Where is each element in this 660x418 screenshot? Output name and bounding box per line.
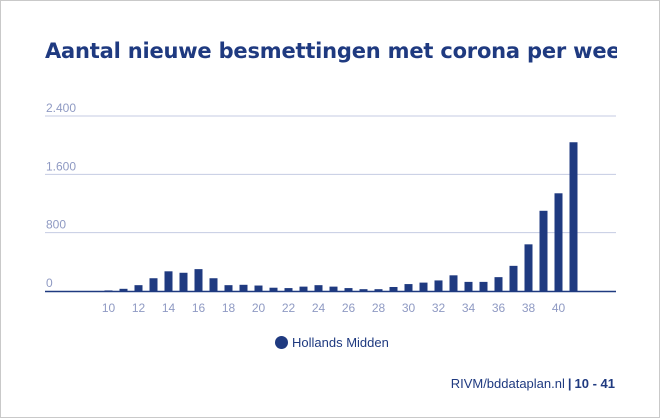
x-tick-label: 36 xyxy=(492,301,506,315)
source-credit: RIVM/bddataplan.nl xyxy=(450,376,565,391)
chart-title: Aantal nieuwe besmettingen met corona pe… xyxy=(45,39,617,63)
x-tick-label: 12 xyxy=(132,301,146,315)
x-tick-label: 34 xyxy=(462,301,476,315)
axis-layer: 0 800 1.600 2.400 10 12 14 16 18 20 22 24 26 28 30 32 34… xyxy=(45,101,616,315)
page-indicator: 10 - 41 xyxy=(574,376,615,391)
x-tick-label: 20 xyxy=(252,301,266,315)
bar-week-24 xyxy=(314,285,323,291)
y-tick-label: 0 xyxy=(46,276,53,290)
x-tick-label: 16 xyxy=(192,301,206,315)
x-tick-label: 24 xyxy=(312,301,326,315)
bar-week-33 xyxy=(449,275,458,291)
bar-week-21 xyxy=(269,287,278,291)
bar-week-34 xyxy=(464,281,473,291)
bar-week-25 xyxy=(329,286,338,291)
y-tick-label: 2.400 xyxy=(46,101,76,115)
grid-layer xyxy=(45,115,616,234)
bar-week-39 xyxy=(539,210,548,291)
bar-week-18 xyxy=(224,285,233,291)
bar-week-11 xyxy=(119,288,128,291)
y-tick-label: 800 xyxy=(46,218,66,232)
bar-week-14 xyxy=(164,271,173,291)
x-tick-label: 40 xyxy=(552,301,566,315)
bar-week-17 xyxy=(209,278,218,291)
bar-week-37 xyxy=(509,265,518,291)
bar-week-29 xyxy=(389,286,398,291)
bar-week-23 xyxy=(299,286,308,291)
bar-week-30 xyxy=(404,284,413,291)
bar-week-36 xyxy=(494,277,503,291)
footer: RIVM/bddataplan.nl | 10 - 41 xyxy=(451,376,615,391)
x-tick-label: 30 xyxy=(402,301,416,315)
bar-week-16 xyxy=(194,269,203,291)
x-tick-label: 10 xyxy=(102,301,116,315)
bar-week-28 xyxy=(374,289,383,291)
bar-week-38 xyxy=(524,244,533,291)
bar-week-32 xyxy=(434,280,443,291)
bar-week-41 xyxy=(569,142,578,291)
bar-week-35 xyxy=(479,281,488,291)
legend-marker xyxy=(275,335,288,349)
x-tick-label: 28 xyxy=(372,301,386,315)
legend: Hollands Midden xyxy=(275,333,389,351)
x-tick-label: 18 xyxy=(222,301,236,315)
y-tick-label: 1.600 xyxy=(46,159,76,173)
bar-week-12 xyxy=(134,285,143,291)
x-tick-label: 14 xyxy=(162,301,176,315)
bar-week-31 xyxy=(419,282,428,291)
bar-week-13 xyxy=(149,278,158,291)
legend-label: Hollands Midden xyxy=(292,334,389,350)
footer-separator: | xyxy=(567,376,572,391)
bar-week-22 xyxy=(284,288,293,291)
bars-layer xyxy=(104,142,578,291)
bar-week-19 xyxy=(239,284,248,291)
bar-week-20 xyxy=(254,285,263,291)
x-tick-label: 32 xyxy=(432,301,446,315)
x-tick-label: 26 xyxy=(342,301,356,315)
x-tick-label: 38 xyxy=(522,301,536,315)
bar-week-26 xyxy=(344,288,353,291)
bar-week-10 xyxy=(104,290,113,291)
bar-week-40 xyxy=(554,193,563,291)
bar-week-15 xyxy=(179,272,188,291)
x-tick-label: 22 xyxy=(282,301,296,315)
bar-week-27 xyxy=(359,289,368,291)
